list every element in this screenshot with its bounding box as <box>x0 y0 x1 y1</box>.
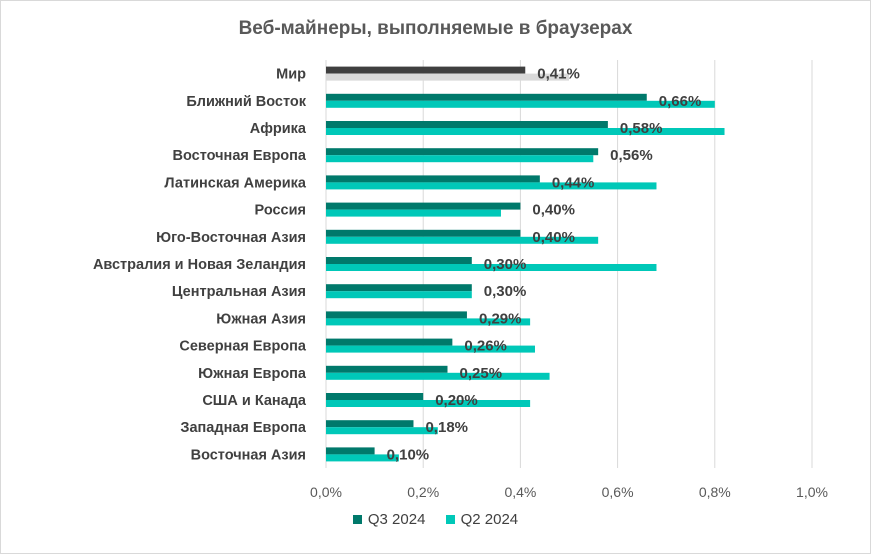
bar-q2 <box>326 345 535 353</box>
bar-q2 <box>326 291 472 299</box>
bar-q2 <box>326 454 399 462</box>
bar-q3 <box>326 365 448 373</box>
bar-q3 <box>326 175 540 183</box>
bar-q2 <box>326 155 594 163</box>
category-label: Восточная Азия <box>191 447 306 463</box>
data-label: 0,56% <box>610 147 653 164</box>
data-label: 0,40% <box>532 229 575 246</box>
data-label: 0,58% <box>620 120 663 137</box>
data-label: 0,10% <box>387 446 430 463</box>
bar-q3 <box>326 202 521 210</box>
data-label: 0,44% <box>552 174 595 191</box>
category-label: США и Канада <box>202 393 307 409</box>
legend-item-q3: Q3 2024 <box>352 511 426 528</box>
bar-q2 <box>326 128 725 135</box>
category-label: Латинская Америка <box>164 175 307 191</box>
data-label: 0,30% <box>484 283 527 300</box>
bar-q3 <box>326 66 526 74</box>
bar-q3 <box>326 257 472 264</box>
legend-item-q2: Q2 2024 <box>445 511 519 528</box>
x-tick-label: 1,0% <box>796 484 828 500</box>
data-label: 0,29% <box>479 310 522 327</box>
category-label: Центральная Азия <box>172 284 306 300</box>
bar-q3 <box>326 229 521 237</box>
legend-label-q3: Q3 2024 <box>367 511 426 528</box>
bar-q3 <box>326 148 599 156</box>
category-label: Южная Азия <box>216 311 306 327</box>
bar-q3 <box>326 311 467 319</box>
data-label: 0,66% <box>659 93 702 110</box>
category-label: Россия <box>255 203 306 219</box>
x-tick-label: 0,2% <box>407 484 439 500</box>
bar-q3 <box>326 447 375 455</box>
data-label: 0,25% <box>460 365 503 382</box>
category-label: Северная Европа <box>179 339 307 355</box>
bar-q3 <box>326 284 472 292</box>
category-label: Африка <box>250 121 307 137</box>
data-label: 0,30% <box>484 256 527 273</box>
bar-q2 <box>326 400 531 407</box>
bar-q3 <box>326 393 424 400</box>
x-tick-label: 0,8% <box>699 484 731 500</box>
data-label: 0,18% <box>425 419 468 436</box>
data-label: 0,40% <box>532 202 575 219</box>
category-label: Западная Европа <box>180 420 307 436</box>
bar-q2 <box>326 372 550 380</box>
category-label: Южная Европа <box>198 366 307 382</box>
data-label: 0,26% <box>464 338 507 355</box>
category-label: Австралия и Новая Зеландия <box>93 257 306 273</box>
bar-q2 <box>326 264 657 271</box>
data-label: 0,41% <box>537 66 580 83</box>
bar-q3 <box>326 121 608 128</box>
bar-q2 <box>326 236 599 244</box>
legend: Q3 2024 Q2 2024 <box>0 511 871 528</box>
bar-q2 <box>326 209 501 217</box>
bar-q3 <box>326 338 453 346</box>
category-label: Восточная Европа <box>173 148 307 164</box>
legend-swatch-q3 <box>352 515 362 524</box>
bar-q3 <box>326 420 414 428</box>
category-label: Ближний Восток <box>186 94 306 110</box>
bar-q2 <box>326 100 715 108</box>
category-label: Юго-Восточная Азия <box>156 230 306 246</box>
legend-label-q2: Q2 2024 <box>460 511 519 528</box>
bar-q2 <box>326 73 569 81</box>
bar-q2 <box>326 182 657 190</box>
x-tick-label: 0,4% <box>504 484 536 500</box>
bar-q2 <box>326 318 531 326</box>
bar-q3 <box>326 93 647 101</box>
category-label: Мир <box>276 67 306 83</box>
data-label: 0,20% <box>435 392 478 409</box>
chart-title: Веб-майнеры, выполняемые в браузерах <box>238 18 633 39</box>
bar-q2 <box>326 427 438 435</box>
x-tick-label: 0,6% <box>602 484 634 500</box>
legend-swatch-q2 <box>445 515 455 524</box>
x-tick-label: 0,0% <box>310 484 342 500</box>
